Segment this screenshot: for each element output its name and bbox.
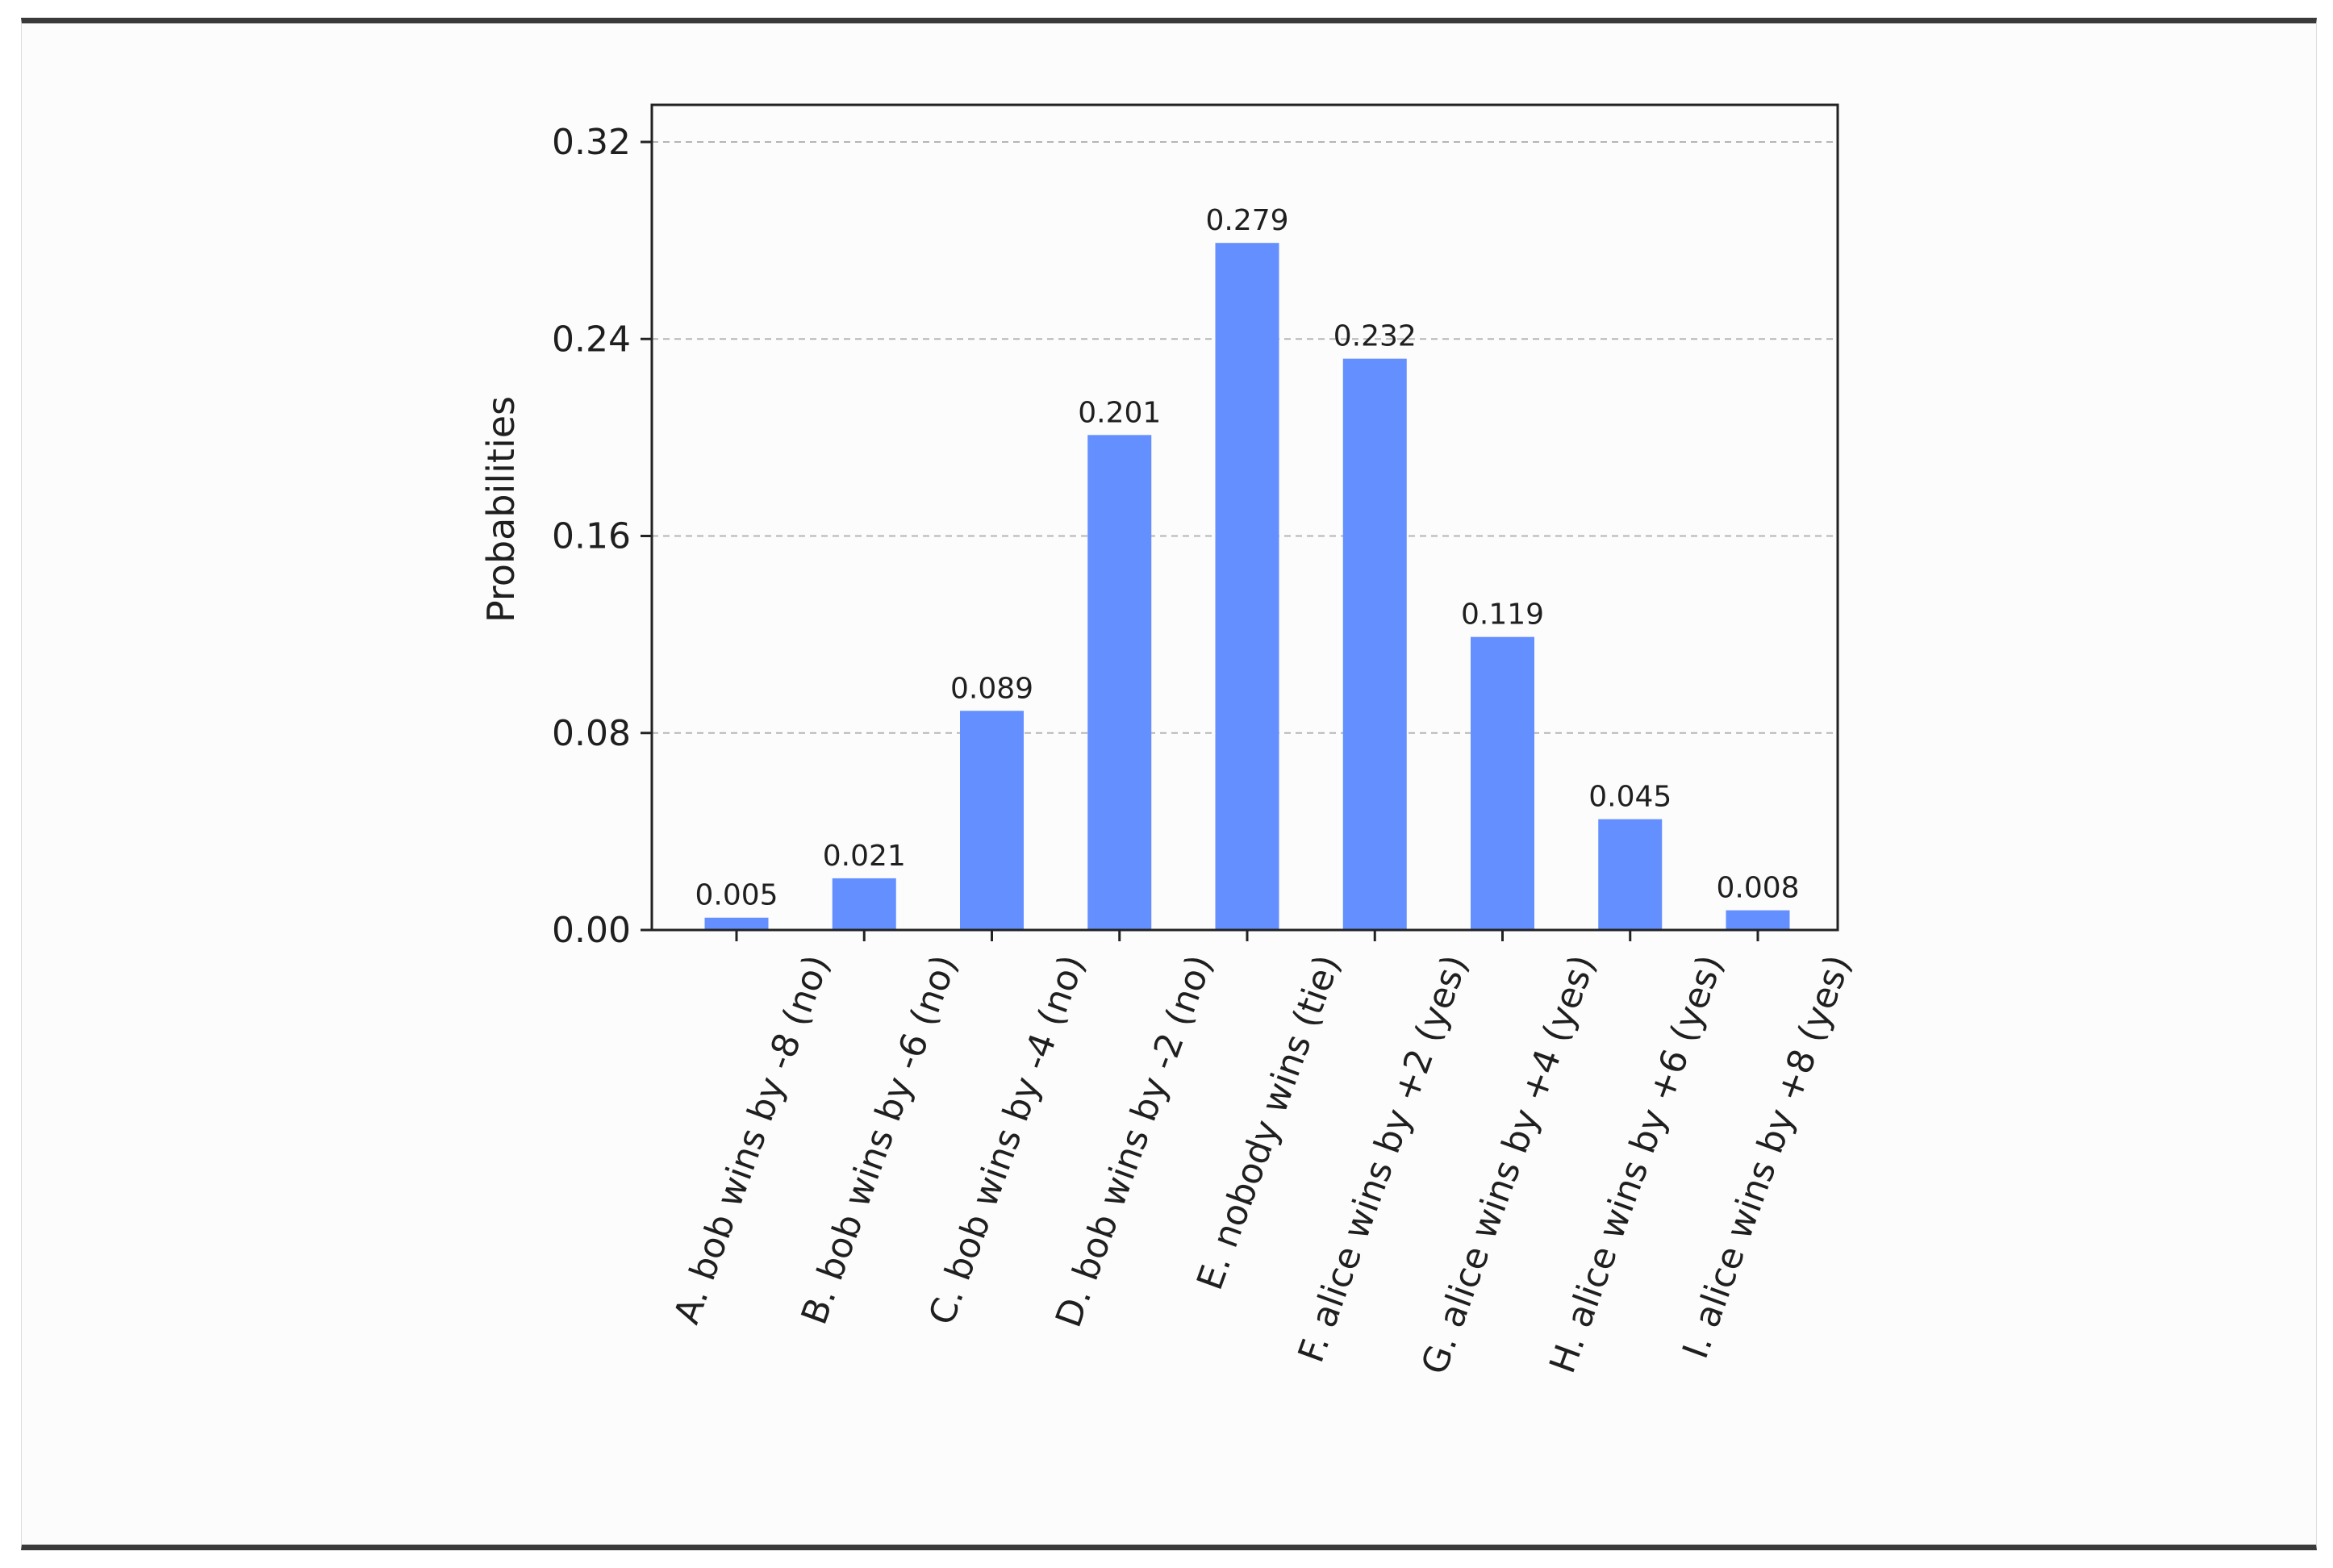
bar (1471, 636, 1534, 930)
bar (1087, 435, 1152, 930)
bar-value-label: 0.045 (1588, 781, 1671, 814)
bar (960, 711, 1024, 930)
y-tick-label: 0.32 (552, 122, 631, 163)
bar-value-label: 0.008 (1716, 872, 1799, 905)
bar-value-label: 0.089 (950, 672, 1033, 705)
y-axis-title: Probabilities (479, 396, 523, 623)
bar-value-label: 0.201 (1078, 396, 1161, 429)
bar-value-label: 0.005 (695, 879, 778, 912)
y-axis-ticks: 0.00 0.08 0.16 0.24 0.32 (552, 122, 652, 951)
y-tick-label: 0.24 (552, 319, 631, 360)
bar (1726, 910, 1790, 930)
y-tick-label: 0.08 (552, 713, 631, 754)
bar (1342, 358, 1407, 930)
bar (704, 917, 769, 930)
figure-frame (21, 18, 2317, 1550)
x-axis-ticks: A. bob wins by -8 (no)B. bob wins by -6 … (666, 930, 1859, 1380)
bar-value-label: 0.119 (1461, 598, 1544, 632)
bars (704, 243, 1790, 931)
bar (1215, 243, 1279, 931)
x-tick-label: E. nobody wins (tie) (1189, 949, 1348, 1295)
bar-value-label: 0.232 (1333, 320, 1417, 353)
bar-value-labels: 0.005 0.021 0.089 0.201 0.279 0.232 0.119 0.045… (695, 204, 1799, 912)
bar-value-label: 0.021 (823, 840, 906, 873)
y-tick-label: 0.00 (552, 910, 631, 951)
y-tick-label: 0.16 (552, 516, 631, 557)
plot-area (650, 103, 1839, 932)
bar-value-label: 0.279 (1205, 204, 1288, 237)
bar (832, 878, 896, 930)
bar (1598, 819, 1663, 930)
